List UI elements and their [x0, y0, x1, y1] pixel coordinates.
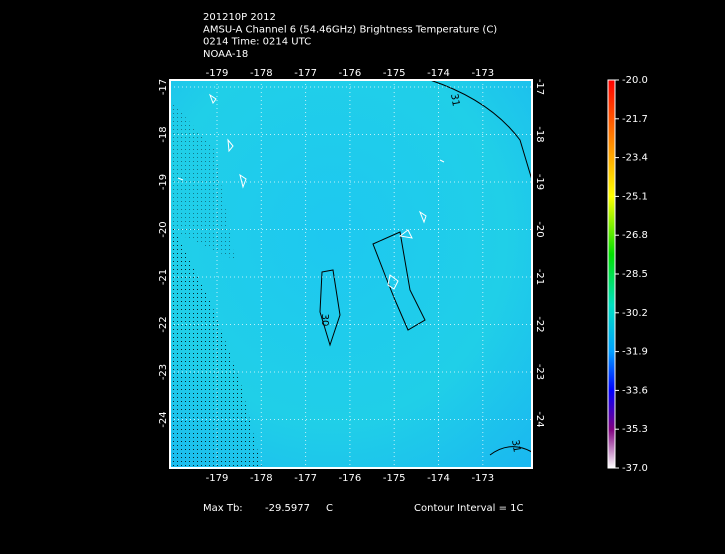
graticule	[170, 80, 532, 468]
title-line: NOAA-18	[203, 49, 248, 60]
lon-label: -174	[427, 68, 450, 79]
lat-label: -18	[534, 126, 545, 142]
lat-label: -20	[534, 221, 545, 237]
lat-label: -23	[534, 364, 545, 380]
contour	[489, 446, 533, 456]
lat-label: -22	[534, 316, 545, 332]
lon-label: -175	[383, 473, 406, 484]
lon-label: -179	[206, 473, 229, 484]
map-frame	[169, 79, 533, 469]
colorbar-label: -30.2	[622, 308, 648, 319]
lon-label: -176	[339, 68, 362, 79]
lon-label: -179	[206, 68, 229, 79]
lat-label: -20	[158, 221, 169, 237]
missing-data	[170, 220, 262, 468]
colorbar-label: -26.8	[622, 230, 648, 241]
lat-label: -17	[534, 79, 545, 95]
contour	[319, 269, 341, 347]
lat-label: -23	[158, 364, 169, 380]
lat-label: -17	[158, 79, 169, 95]
colorbar-label: -25.1	[622, 191, 648, 202]
lat-label: -19	[158, 174, 169, 190]
contour-label: 30	[319, 314, 330, 327]
lat-label: -21	[534, 269, 545, 285]
lon-label: -175	[383, 68, 406, 79]
missing-data	[170, 100, 235, 260]
colorbar-label: -35.3	[622, 424, 648, 435]
lon-label: -176	[339, 473, 362, 484]
colorbar-label: -23.4	[622, 153, 648, 164]
contour-label: 31	[448, 93, 461, 107]
colorbar-label: -20.0	[622, 75, 648, 86]
coastlines	[177, 93, 445, 290]
max-value: -29.5977	[265, 503, 310, 514]
contour-label: 31	[509, 439, 522, 453]
lon-label: -178	[250, 473, 273, 484]
lat-label: -22	[158, 316, 169, 332]
colorbar-label: -37.0	[622, 463, 648, 474]
lat-label: -18	[158, 126, 169, 142]
max-label: Max Tb:	[203, 503, 243, 514]
contour-interval: Contour Interval = 1C	[414, 503, 524, 514]
lon-label: -177	[294, 68, 317, 79]
lon-label: -177	[294, 473, 317, 484]
title-line: 201210P 2012	[203, 12, 276, 23]
colorbar-label: -28.5	[622, 269, 648, 280]
lon-label: -173	[471, 473, 494, 484]
lat-label: -24	[534, 411, 545, 427]
colorbar-label: -33.6	[622, 385, 648, 396]
contour	[429, 79, 533, 181]
title-line: AMSU-A Channel 6 (54.46GHz) Brightness T…	[203, 24, 497, 35]
lat-label: -24	[158, 411, 169, 427]
colorbar-label: -31.9	[622, 347, 648, 358]
colorbar-label: -21.7	[622, 114, 648, 125]
contour	[372, 231, 426, 331]
lat-label: -19	[534, 174, 545, 190]
title-line: 0214 Time: 0214 UTC	[203, 37, 311, 48]
lon-label: -178	[250, 68, 273, 79]
lat-label: -21	[158, 269, 169, 285]
colorbar	[607, 79, 616, 469]
lon-label: -173	[471, 68, 494, 79]
lon-label: -174	[427, 473, 450, 484]
max-unit: C	[326, 503, 333, 514]
